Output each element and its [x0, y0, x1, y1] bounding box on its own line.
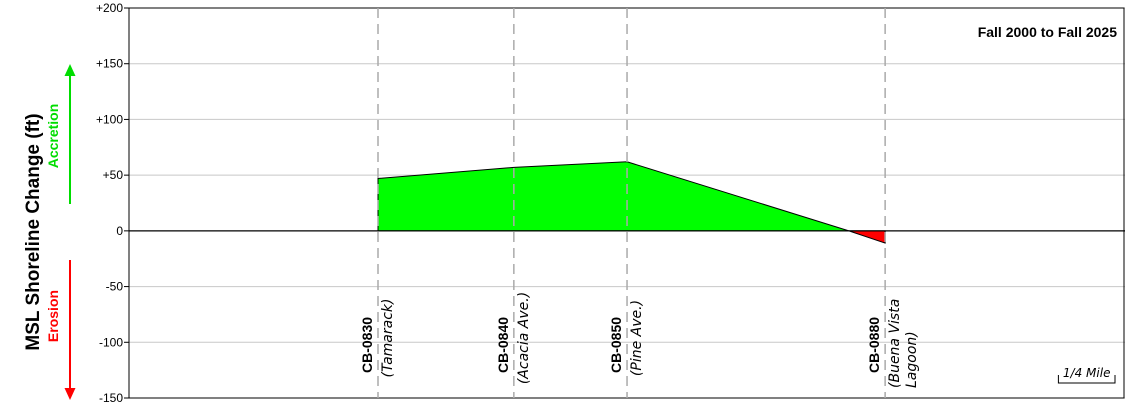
- profile-location-label: (Acacia Ave.): [516, 292, 532, 384]
- y-tick-label: -100: [99, 335, 123, 349]
- profile-id-label: CB-0830: [359, 317, 375, 373]
- y-tick-label: +200: [96, 1, 123, 15]
- erosion-area: [848, 230, 886, 244]
- accretion-indicator: Accretion: [45, 64, 76, 204]
- y-tick-label: 0: [116, 224, 123, 238]
- profile-location-label: (Tamarack): [380, 299, 396, 378]
- scale-bar-line: [1057, 375, 1116, 384]
- profile-location-label: Lagoon): [904, 331, 920, 388]
- profile-labels: CB-0830 (Tamarack) CB-0840 (Acacia Ave.) CB-…: [359, 292, 920, 388]
- accretion-area: [377, 161, 850, 232]
- accretion-label: Accretion: [45, 104, 61, 169]
- erosion-indicator: Erosion: [45, 260, 76, 400]
- profile-location-label: (Pine Ave.): [629, 300, 645, 376]
- y-tick-label: +150: [96, 57, 123, 71]
- profile-id-label: CB-0850: [608, 317, 624, 373]
- chart-title: Fall 2000 to Fall 2025: [978, 24, 1118, 40]
- y-tick-label: -150: [99, 391, 123, 405]
- profile-lines: [377, 8, 886, 398]
- y-tick-label: +50: [103, 168, 124, 182]
- scale-bar-label: 1/4 Mile: [1063, 366, 1111, 380]
- erosion-arrow-head: [64, 388, 76, 400]
- profile-id-label: CB-0880: [866, 317, 882, 373]
- profile-location-label: (Buena Vista: [887, 299, 903, 388]
- y-tick-label: -50: [106, 280, 124, 294]
- y-tick-label: +100: [96, 112, 123, 126]
- erosion-label: Erosion: [45, 290, 61, 342]
- y-axis-label: MSL Shoreline Change (ft): [23, 113, 44, 350]
- y-tick-labels: +200 +150 +100 +50 0 -50 -100 -150: [96, 1, 129, 405]
- profile-id-label: CB-0840: [495, 317, 511, 373]
- scale-bar: 1/4 Mile: [1057, 366, 1116, 384]
- accretion-arrow-head: [64, 64, 76, 76]
